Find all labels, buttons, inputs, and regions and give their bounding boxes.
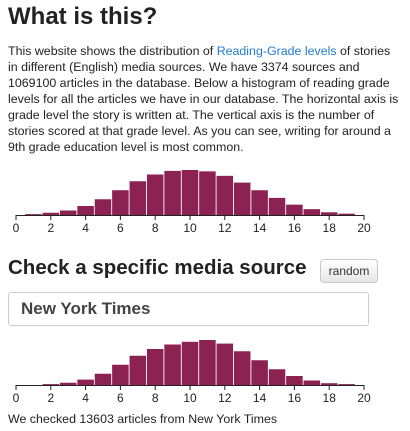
x-tick-label: 10 [183, 221, 197, 235]
about-paragraph: This website shows the distribution of R… [8, 43, 402, 155]
reading-grade-levels-link[interactable]: Reading-Grade levels [216, 44, 337, 58]
histogram-bar [251, 360, 268, 385]
histogram-bar [251, 190, 268, 215]
x-tick-label: 0 [13, 221, 20, 235]
histogram-bar [338, 384, 355, 385]
histogram-bar [25, 214, 42, 215]
histogram-bar [181, 341, 199, 385]
about-text-before-link: This website shows the distribution of [8, 44, 217, 58]
x-tick-label: 12 [218, 221, 232, 235]
histogram-bar [199, 340, 216, 385]
media-source-input[interactable] [8, 292, 369, 326]
x-tick-label: 4 [82, 221, 89, 235]
x-tick-label: 4 [82, 391, 89, 405]
histogram-bar [59, 210, 77, 215]
random-button[interactable]: random [320, 259, 378, 283]
x-tick-label: 12 [218, 391, 232, 405]
check-source-heading: Check a specific media source [8, 256, 307, 279]
all-articles-histogram: 0 2 4 6 8 10 12 14 16 18 20 [8, 170, 402, 235]
histogram-bar [112, 364, 129, 385]
histogram-bar [216, 175, 234, 215]
histogram-bar [286, 204, 303, 215]
about-text-after-link: of stories in different (English) media … [8, 44, 399, 154]
histogram-bar [268, 369, 286, 385]
histogram-bar [94, 199, 112, 215]
x-tick-label: 0 [13, 391, 20, 405]
x-tick-label: 18 [323, 221, 337, 235]
histogram-bar [129, 355, 147, 385]
histogram-bar [59, 382, 77, 385]
histogram-bar [164, 170, 181, 215]
x-tick-label: 8 [152, 391, 159, 405]
histogram-bar [320, 383, 338, 385]
histogram-bar [77, 206, 94, 215]
result-summary: We checked 13603 articles from New York … [8, 412, 278, 426]
histogram-bar [42, 212, 60, 215]
histogram-bar [216, 343, 234, 385]
histogram-bar [303, 380, 321, 385]
histogram-svg: 0 2 4 6 8 10 12 14 16 18 20 [13, 170, 371, 235]
source-histogram: 0 2 4 6 8 10 12 14 16 18 20 [8, 340, 402, 405]
x-tick-label: 16 [288, 391, 302, 405]
check-source-row: Check a specific media source random [8, 256, 402, 286]
x-tick-label: 16 [288, 221, 302, 235]
histogram-bar [199, 171, 216, 215]
histogram-bar [129, 181, 147, 215]
histogram-bar [181, 170, 199, 215]
x-tick-label: 14 [253, 221, 267, 235]
histogram-bar [94, 373, 112, 385]
histogram-bar [320, 212, 338, 215]
histogram-bar [268, 197, 286, 215]
x-tick-label: 20 [357, 391, 371, 405]
histogram-bar [233, 351, 251, 385]
x-tick-label: 8 [152, 221, 159, 235]
x-tick-label: 14 [253, 391, 267, 405]
histogram-bar [112, 190, 129, 215]
x-tick-label: 2 [47, 221, 54, 235]
histogram-bar [146, 174, 164, 215]
histogram-bar [303, 209, 321, 215]
histogram-bar [77, 379, 94, 385]
histogram-svg: 0 2 4 6 8 10 12 14 16 18 20 [13, 340, 371, 405]
x-tick-label: 6 [117, 221, 124, 235]
x-tick-label: 20 [357, 221, 371, 235]
about-heading: What is this? [8, 3, 158, 30]
x-tick-label: 2 [47, 391, 54, 405]
histogram-bar [146, 349, 164, 385]
histogram-bar [42, 384, 60, 385]
x-tick-label: 18 [323, 391, 337, 405]
histogram-bar [286, 376, 303, 385]
x-tick-label: 6 [117, 391, 124, 405]
x-tick-label: 10 [183, 391, 197, 405]
histogram-bar [338, 213, 355, 215]
histogram-bar [233, 182, 251, 215]
histogram-bar [164, 344, 181, 385]
